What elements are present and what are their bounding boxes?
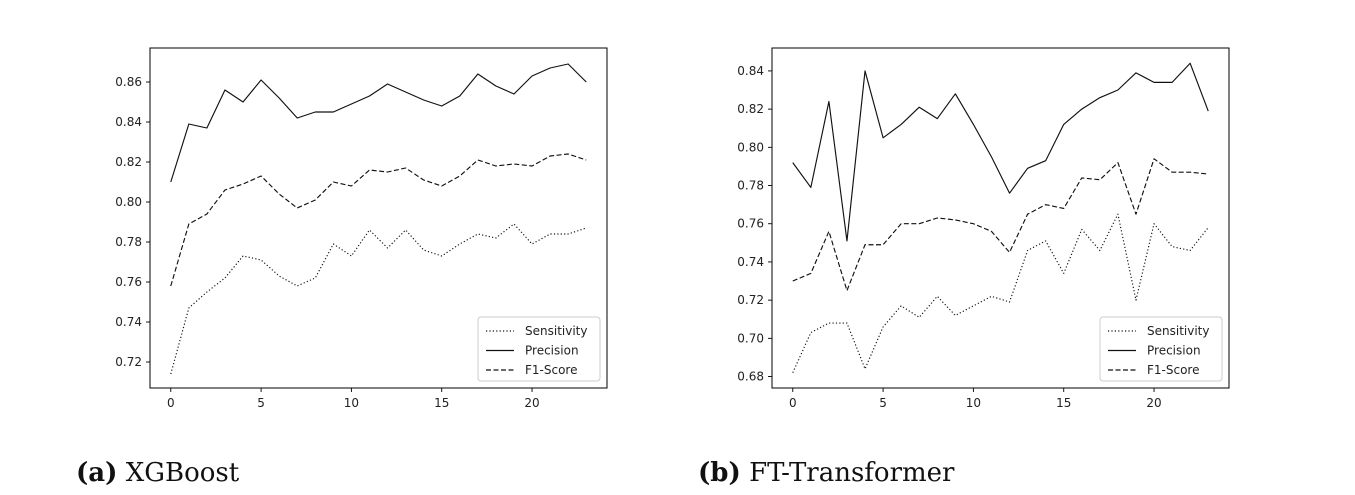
plot-frame: [149, 47, 608, 389]
x-tick-label: 5: [879, 396, 887, 410]
y-tick-label: 0.82: [737, 102, 764, 116]
series-line-sensitivity: [792, 213, 1209, 373]
x-tick-label: 10: [966, 396, 981, 410]
legend-label: Precision: [525, 344, 579, 358]
series-line-sensitivity: [170, 223, 587, 375]
legend: Sensitivity Precision F1-Score: [477, 316, 601, 382]
y-tick-label: 0.84: [737, 64, 764, 78]
plot-frame: [771, 47, 1230, 389]
caption-a-text: XGBoost: [125, 458, 240, 488]
y-tick-label: 0.72: [115, 355, 142, 369]
x-tick-label: 15: [434, 396, 449, 410]
x-tick-label: 0: [789, 396, 797, 410]
legend-label: Sensitivity: [525, 324, 587, 338]
y-tick-label: 0.72: [737, 293, 764, 307]
series-line-f1-score: [170, 153, 587, 287]
legend-label: Precision: [1147, 344, 1201, 358]
series-line-precision: [792, 62, 1209, 242]
caption-b: (b) FT-Transformer: [698, 458, 955, 488]
y-tick-label: 0.78: [737, 179, 764, 193]
y-tick-label: 0.74: [737, 255, 764, 269]
legend: Sensitivity Precision F1-Score: [1099, 316, 1223, 382]
legend-label: F1-Score: [1147, 363, 1199, 377]
y-tick-label: 0.76: [115, 275, 142, 289]
caption-b-label: (b): [698, 458, 741, 488]
series-line-f1-score: [792, 158, 1209, 292]
legend-label: F1-Score: [525, 363, 577, 377]
x-tick-label: 15: [1056, 396, 1071, 410]
x-tick-label: 20: [1146, 396, 1161, 410]
x-tick-label: 20: [524, 396, 539, 410]
caption-b-text: FT-Transformer: [749, 458, 955, 488]
y-tick-label: 0.78: [115, 235, 142, 249]
y-tick-label: 0.68: [737, 370, 764, 384]
caption-a: (a) XGBoost: [76, 458, 239, 488]
series-line-precision: [170, 63, 587, 183]
y-tick-label: 0.80: [115, 195, 142, 209]
caption-a-label: (a): [76, 458, 118, 488]
y-tick-label: 0.84: [115, 115, 142, 129]
chart-b: 0 5 10 15 20 0.68 0.70 0.72 0.74 0.76 0.78 0.80 0.82…: [737, 47, 1230, 410]
legend-box: [477, 316, 601, 382]
x-tick-label: 0: [167, 396, 175, 410]
legend-label: Sensitivity: [1147, 324, 1209, 338]
x-tick-label: 5: [257, 396, 265, 410]
y-tick-label: 0.80: [737, 140, 764, 154]
y-tick-label: 0.74: [115, 315, 142, 329]
y-tick-label: 0.82: [115, 155, 142, 169]
legend-box: [1099, 316, 1223, 382]
y-tick-label: 0.86: [115, 75, 142, 89]
chart-a: 0 5 10 15 20 0.72 0.74 0.76 0.78 0.80 0.82 0.84 0.86…: [115, 47, 608, 410]
y-tick-label: 0.70: [737, 331, 764, 345]
y-tick-label: 0.76: [737, 217, 764, 231]
x-tick-label: 10: [344, 396, 359, 410]
